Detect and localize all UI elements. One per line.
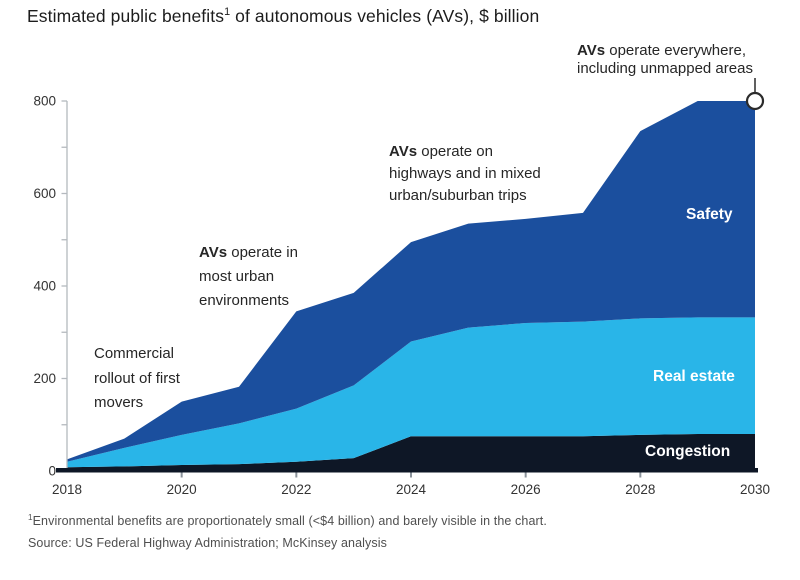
- annotation-line: AVs operate in: [199, 244, 298, 261]
- annotation-commercial-rollout: Commercial rollout of first movers: [94, 342, 180, 416]
- y-tick-label: 600: [33, 186, 56, 201]
- x-axis-line: [56, 468, 758, 473]
- y-tick-label: 400: [33, 279, 56, 294]
- footnote-marker: 1: [28, 513, 33, 522]
- y-tick-label: 0: [48, 464, 56, 479]
- area-congestion: [67, 434, 755, 471]
- x-tick-label: 2028: [625, 482, 655, 497]
- annotation-line: most urban: [199, 268, 275, 285]
- x-tick-label: 2024: [396, 482, 427, 497]
- series-label-real-estate: Real estate: [653, 368, 735, 385]
- annotation-line: rollout of first: [94, 369, 180, 387]
- annotation-avs-urban: AVs operate in most urban environments: [199, 241, 298, 313]
- annotation-line: Commercial: [94, 345, 175, 362]
- area-safety: [67, 101, 755, 462]
- source-line: Source: US Federal Highway Administratio…: [28, 536, 387, 550]
- title-text: Estimated public benefits: [27, 6, 225, 26]
- title-footnote-marker: 1: [224, 6, 231, 19]
- x-tick-label: 2022: [281, 482, 311, 497]
- x-tick-label: 2020: [167, 482, 197, 497]
- x-tick-label: 2030: [740, 482, 770, 497]
- title-text-continued: of autonomous vehicles (AVs), $ billion: [230, 6, 540, 26]
- series-label-congestion: Congestion: [645, 443, 731, 460]
- annotation-avs-highways: AVs operate on highways and in mixed urban…: [389, 141, 541, 207]
- annotation-line: environments: [199, 292, 290, 309]
- annotation-line: including unmapped areas: [577, 59, 753, 77]
- x-tick-label: 2026: [511, 482, 541, 497]
- annotation-line: AVs operate everywhere,: [577, 42, 746, 59]
- y-tick-label: 200: [33, 371, 56, 386]
- x-tick-label: 2018: [52, 482, 82, 497]
- annotation-line: urban/suburban trips: [389, 187, 527, 204]
- footnote-text: Environmental benefits are proportionate…: [32, 514, 547, 529]
- page-title: Estimated public benefits1 of autonomous…: [27, 6, 539, 27]
- y-tick-label: 800: [33, 94, 56, 109]
- annotation-line: highways and in mixed: [389, 165, 541, 182]
- area-real-estate: [67, 317, 755, 468]
- footnote: 1Environmental benefits are proportionat…: [28, 513, 547, 528]
- annotation-line: movers: [94, 394, 144, 411]
- annotation-line: AVs operate on: [389, 143, 493, 160]
- annotation-avs-everywhere: AVs operate everywhere, including unmappe…: [577, 42, 753, 77]
- marker-circle: [745, 91, 765, 111]
- series-label-safety: Safety: [686, 206, 733, 223]
